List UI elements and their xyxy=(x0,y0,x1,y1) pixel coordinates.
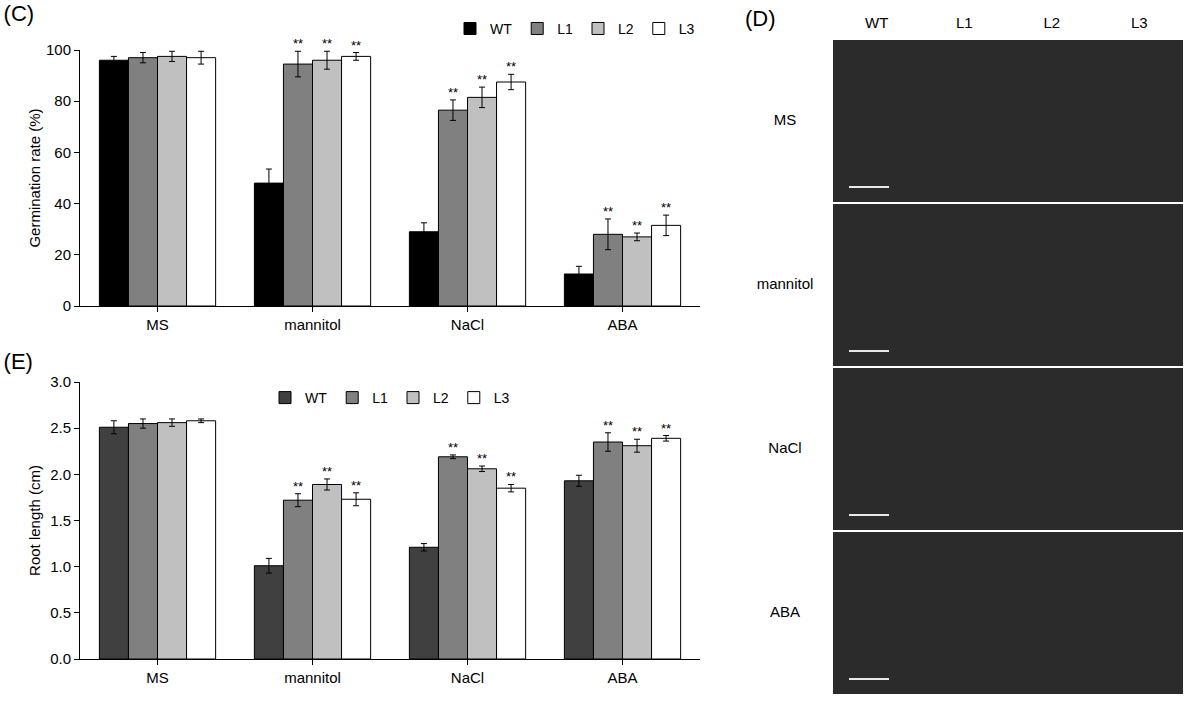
svg-text:**: ** xyxy=(506,469,516,484)
svg-text:**: ** xyxy=(506,59,516,74)
html-text:L1: L1 xyxy=(955,14,973,31)
svg-text:**: ** xyxy=(448,85,458,100)
svg-text:mannitol: mannitol xyxy=(284,316,341,333)
svg-text:MS: MS xyxy=(146,669,169,686)
svg-text:**: ** xyxy=(351,478,361,493)
svg-text:L1: L1 xyxy=(557,21,573,37)
html-text:ABA: ABA xyxy=(770,603,800,620)
svg-text:20: 20 xyxy=(54,246,71,263)
svg-text:**: ** xyxy=(448,440,458,455)
svg-text:80: 80 xyxy=(54,92,71,109)
html-text:WT: WT xyxy=(865,14,889,31)
svg-text:**: ** xyxy=(351,38,361,53)
svg-text:**: ** xyxy=(661,421,671,436)
svg-text:NaCl: NaCl xyxy=(451,669,484,686)
svg-text:MS: MS xyxy=(146,316,169,333)
svg-text:**: ** xyxy=(322,36,332,51)
svg-text:2.0: 2.0 xyxy=(50,466,71,483)
svg-text:mannitol: mannitol xyxy=(284,669,341,686)
svg-text:(C): (C) xyxy=(4,1,35,26)
svg-text:**: ** xyxy=(322,464,332,479)
svg-text:**: ** xyxy=(603,418,613,433)
svg-text:**: ** xyxy=(632,424,642,439)
svg-text:100: 100 xyxy=(46,41,71,58)
html-text:mannitol: mannitol xyxy=(756,275,814,292)
svg-text:WT: WT xyxy=(305,390,327,406)
svg-text:**: ** xyxy=(632,218,642,233)
html-text:MS: MS xyxy=(773,111,797,128)
svg-text:0.5: 0.5 xyxy=(50,604,71,621)
html-text:NaCl: NaCl xyxy=(768,439,802,456)
html-text:L2: L2 xyxy=(1043,14,1061,31)
html-text:L3: L3 xyxy=(1130,14,1148,31)
svg-text:3.0: 3.0 xyxy=(50,373,71,390)
svg-text:L3: L3 xyxy=(494,390,510,406)
svg-text:**: ** xyxy=(477,72,487,87)
svg-text:ABA: ABA xyxy=(607,669,637,686)
svg-text:Germination rate (%): Germination rate (%) xyxy=(26,108,43,247)
svg-text:0.0: 0.0 xyxy=(50,650,71,667)
svg-text:**: ** xyxy=(603,204,613,219)
svg-text:2.5: 2.5 xyxy=(50,419,71,436)
svg-text:L2: L2 xyxy=(433,390,449,406)
svg-text:NaCl: NaCl xyxy=(451,316,484,333)
svg-text:**: ** xyxy=(293,479,303,494)
svg-text:**: ** xyxy=(661,200,671,215)
html-text:(D): (D) xyxy=(745,6,776,31)
svg-text:ABA: ABA xyxy=(607,316,637,333)
svg-text:L2: L2 xyxy=(618,21,634,37)
svg-text:L1: L1 xyxy=(372,390,388,406)
svg-text:Root length (cm): Root length (cm) xyxy=(26,465,43,576)
svg-text:1.0: 1.0 xyxy=(50,558,71,575)
svg-text:60: 60 xyxy=(54,144,71,161)
svg-text:**: ** xyxy=(293,36,303,51)
svg-text:1.5: 1.5 xyxy=(50,512,71,529)
svg-text:40: 40 xyxy=(54,195,71,212)
svg-text:WT: WT xyxy=(490,21,512,37)
svg-text:**: ** xyxy=(477,451,487,466)
svg-text:(E): (E) xyxy=(4,349,33,374)
svg-text:L3: L3 xyxy=(679,21,695,37)
svg-text:0: 0 xyxy=(63,297,71,314)
